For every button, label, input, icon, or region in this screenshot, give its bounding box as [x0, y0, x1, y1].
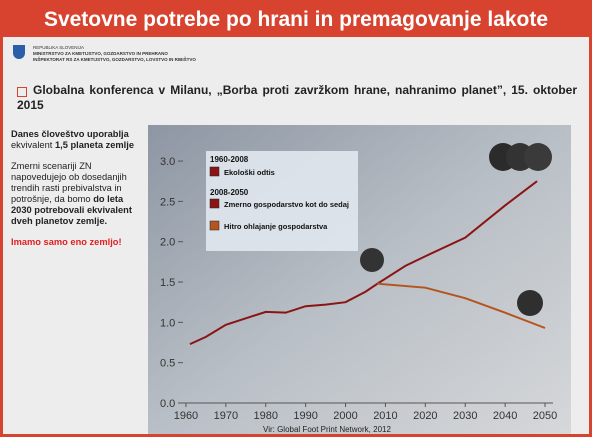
legend-swatch	[210, 167, 219, 176]
x-tick-label: 2010	[373, 410, 397, 422]
text: ekvivalent	[11, 140, 55, 150]
x-tick-label: 2030	[453, 410, 477, 422]
x-tick-label: 1980	[254, 410, 278, 422]
paragraph: Imamo samo eno zemljo!	[11, 237, 141, 248]
x-tick-label: 2050	[533, 410, 557, 422]
logo: REPUBLIKA SLOVENIJA MINISTRSTVO ZA KMETI…	[33, 45, 196, 63]
y-tick-label: 1.0	[160, 317, 175, 329]
legend-label: Ekološki odtis	[224, 168, 275, 177]
x-tick-label: 1990	[293, 410, 317, 422]
earth-icon	[360, 248, 384, 272]
slide-title: Svetovne potrebe po hrani in premagovanj…	[3, 3, 589, 37]
x-tick-label: 1960	[174, 410, 198, 422]
text-bold: 1,5 planeta zemlje	[55, 140, 134, 150]
y-tick-label: 0.0	[160, 398, 175, 410]
earth-icon	[524, 143, 552, 171]
side-text: Danes človeštvo uporablja ekvivalent 1,5…	[11, 129, 141, 258]
legend-heading: 1960-2008	[210, 155, 249, 164]
chart: 0.0 0.5 1.0 1.5 2.0 2.5 3.0 1960 1970 1980 1990 200…	[148, 125, 571, 437]
legend-swatch	[210, 221, 219, 230]
text-bold: Imamo samo eno zemljo!	[11, 237, 122, 247]
y-tick-label: 1.5	[160, 277, 175, 289]
text-bold: Danes človeštvo uporablja	[11, 129, 129, 139]
bullet: Globalna konferenca v Milanu, „Borba pro…	[17, 83, 577, 113]
x-tick-label: 2020	[413, 410, 437, 422]
logo-line: INŠPEKTORAT RS ZA KMETIJSTVO, GOZDARSTVO…	[33, 57, 196, 63]
y-tick-label: 0.5	[160, 358, 175, 370]
y-tick-label: 2.5	[160, 196, 175, 208]
x-tick-label: 2040	[493, 410, 517, 422]
logo-icon	[13, 45, 25, 59]
x-tick-label: 1970	[214, 410, 238, 422]
legend-label: Hitro ohlajanje gospodarstva	[224, 222, 328, 231]
slide: Svetovne potrebe po hrani in premagovanj…	[0, 0, 592, 437]
legend-heading: 2008-2050	[210, 188, 249, 197]
paragraph: Zmerni scenariji ZN napovedujejo ob dose…	[11, 161, 141, 227]
legend-label: Zmerno gospodarstvo kot do sedaj	[224, 200, 349, 209]
y-tick-label: 3.0	[160, 156, 175, 168]
y-tick-label: 2.0	[160, 237, 175, 249]
legend-swatch	[210, 199, 219, 208]
x-tick-label: 2000	[333, 410, 357, 422]
source: Vir: Global Foot Print Network, 2012	[263, 425, 391, 434]
earth-icon	[517, 290, 543, 316]
paragraph: Danes človeštvo uporablja ekvivalent 1,5…	[11, 129, 141, 151]
